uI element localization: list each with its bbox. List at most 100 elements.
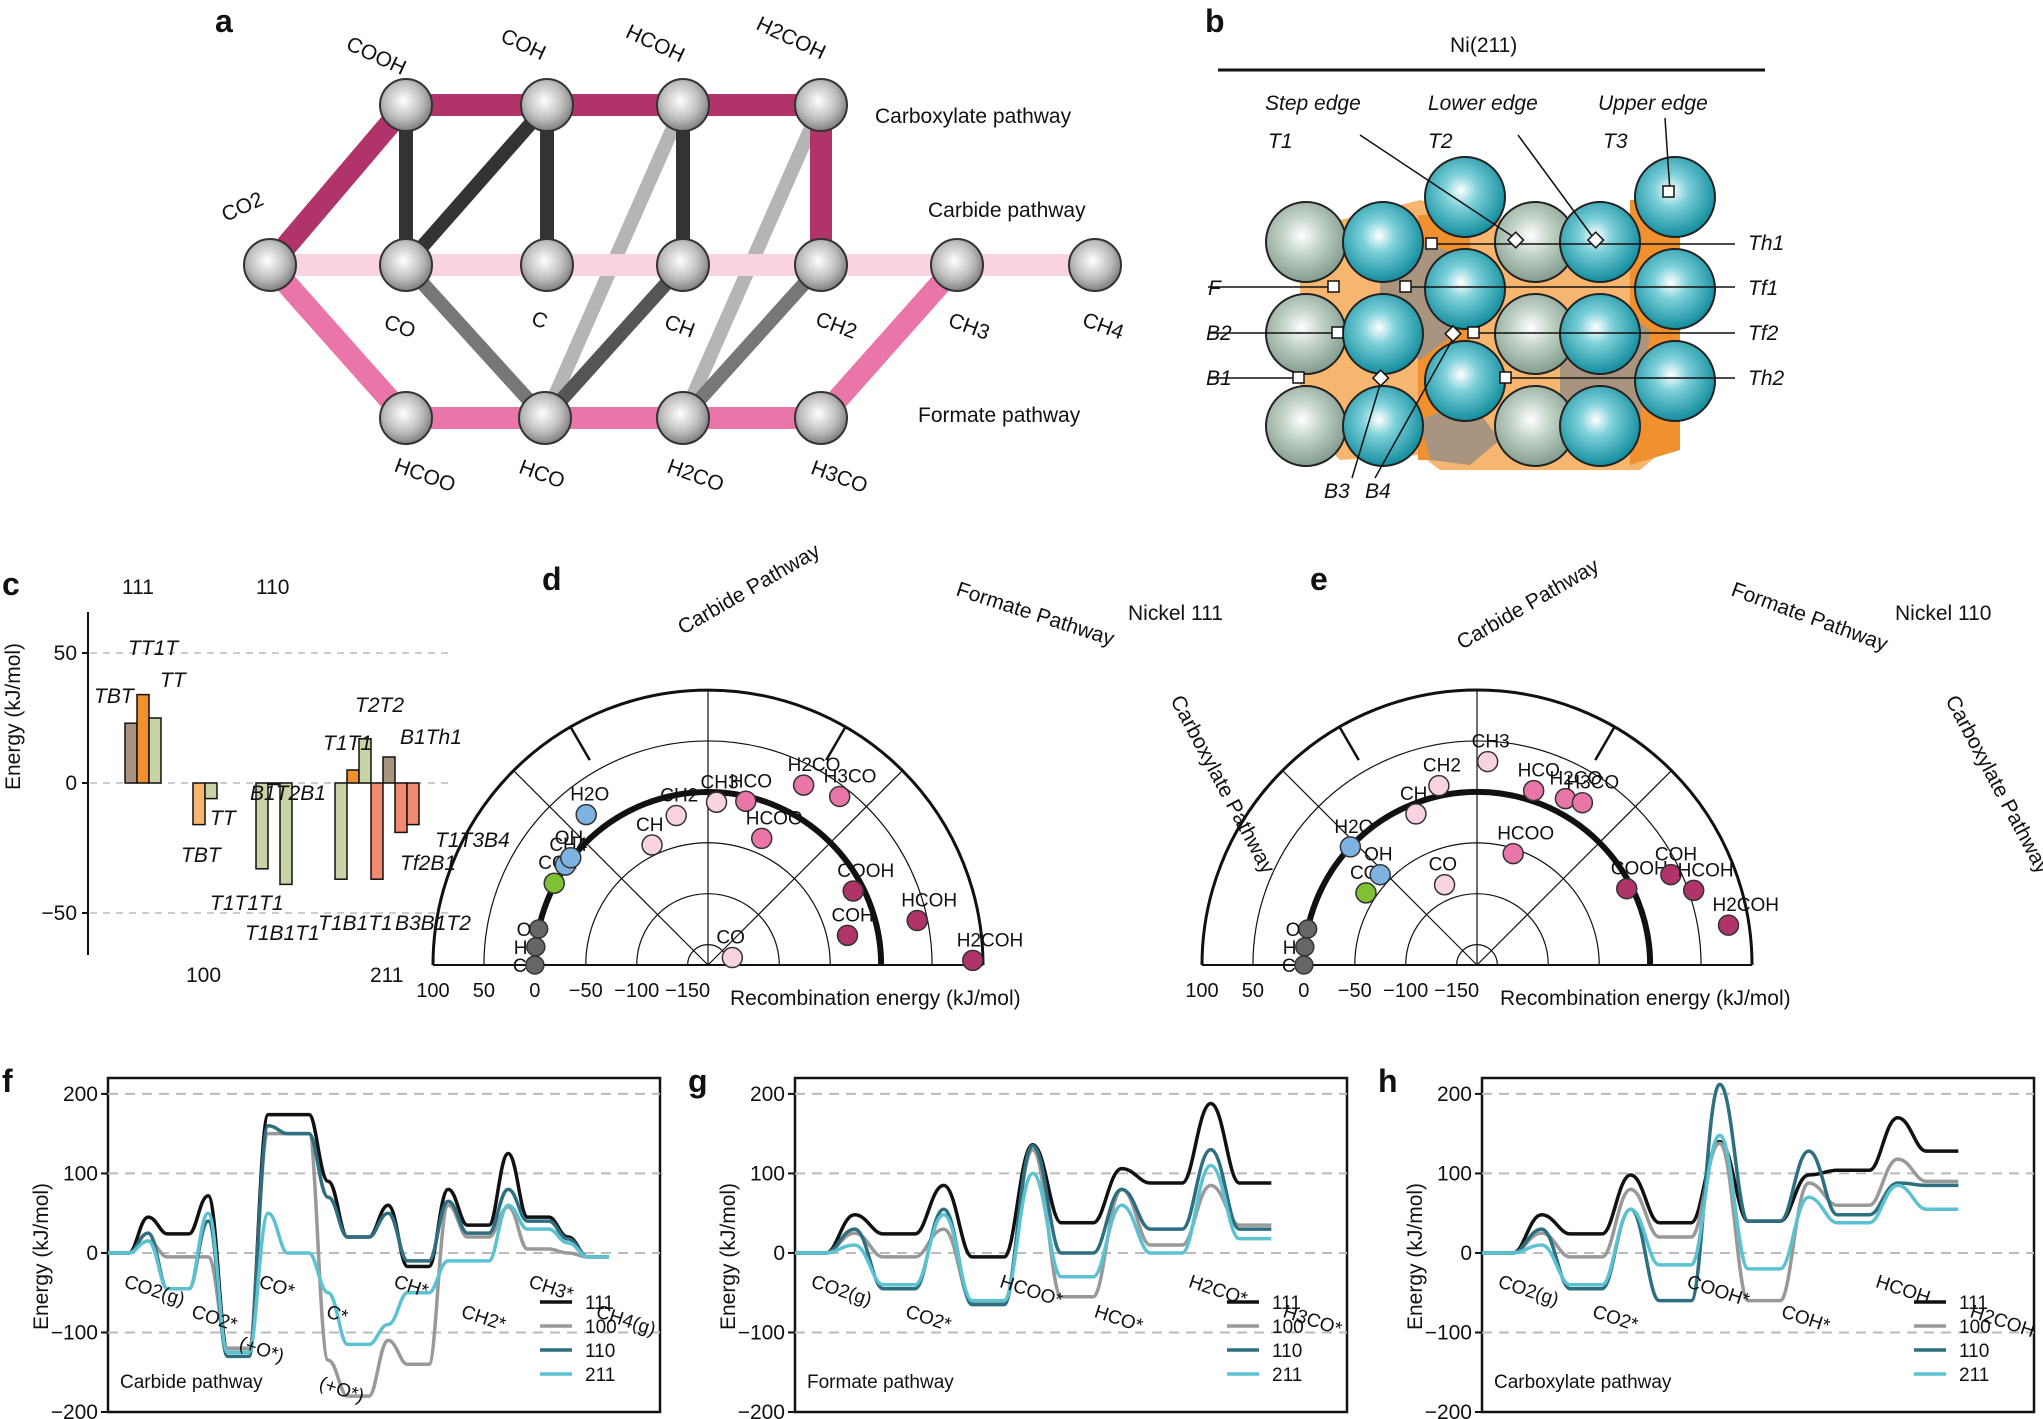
site-b2: B2 [1206,322,1232,345]
facet-label-100: 100 [186,964,221,987]
point-label-ch2: CH2 [660,786,698,807]
profile-series-110 [108,1123,609,1359]
label-ch4: CH4 [1079,308,1127,344]
polar-sector-divider [825,726,847,761]
site-header-step-edge: Step edge [1265,92,1361,115]
bar-211-tf2b1 [394,782,408,834]
bar-label-tt-111: TT [160,669,188,692]
bar-110-t1b1t1 [279,782,293,886]
node-c [520,238,574,292]
profile-tick-label: 100 [750,1162,785,1185]
site-th1: Th1 [1748,232,1784,255]
polar-spoke [513,770,709,966]
panel-e-points: CHOCO2OHH2OCHCH2CH3COHCOOHCOH2COH3COCOOH… [1282,732,1779,977]
polar-tick-label: 0 [1298,980,1309,1002]
bar-111-tt1t [136,693,150,784]
profile-tick-label: −200 [51,1401,98,1419]
profile-series-100 [795,1147,1272,1305]
panel-c-ylabel: Energy (kJ/mol) [2,643,25,790]
site-b1: B1 [1206,367,1232,390]
profile-tick-label: −200 [738,1401,785,1419]
site-t2: T2 [1428,130,1453,153]
polar-tick-label: 0 [529,980,540,1002]
carboxylate-pathway-line [261,94,832,273]
point-c [1294,955,1314,975]
point-hcoh [1682,879,1705,902]
bar-110-t1t1t1 [255,782,269,870]
point-label-h2co: H2CO [1549,769,1602,790]
profile-ylabel: Energy (kJ/mol) [717,1183,740,1330]
panel-d-sector-formate: Formate Pathway [953,578,1117,651]
panel-e-frame: 100 50 0 −50 −100 −150 [1185,688,1754,1002]
bar-label-b1th1: B1Th1 [400,726,462,749]
polar-sector-divider [1338,726,1360,761]
point-label-h3co: H3CO [1566,773,1619,794]
point-label-hcoh: HCOH [901,891,957,912]
point-hcoh [906,909,928,932]
point-label-h2co: H2CO [788,755,841,776]
label-c: C [528,307,550,334]
legend-label-110: 110 [1959,1341,1989,1362]
atom-teal [1559,385,1641,467]
point-ch [641,834,663,856]
profile-series-110 [795,1143,1272,1307]
panel-b-ni211-surface: Ni(211) Step edge Lower edge Upper edge … [1206,34,1785,503]
bar-211-t2t2 [358,738,372,784]
point-h2coh [1717,914,1740,936]
panel-e-xlabel: Recombination energy (kJ/mol) [1500,987,1791,1010]
polar-tick-label: 50 [473,980,495,1002]
label-co: CO [381,311,418,343]
node-h3co [794,391,848,445]
bar-100-tbt [192,782,206,826]
bar-100-tt [204,782,218,800]
facet-label-110: 110 [256,576,289,599]
legend-label-111: 111 [1959,1293,1988,1314]
profile-frame [106,1076,662,1414]
label-hcoo: HCOO [391,454,458,497]
profile-tick-label: −100 [1425,1321,1472,1344]
point-label-ch2: CH2 [1423,756,1461,777]
point-h3co [1571,791,1594,814]
state-label: C* [324,1302,351,1329]
panel-a-reaction-network: CO2 COOH COH HCOH H2COH CO C CH CH2 CH3 … [218,12,1127,498]
link-ch-hco [539,260,689,423]
legend-label-211: 211 [1959,1365,1989,1386]
site-th2: Th2 [1748,367,1785,390]
node-co [379,238,433,292]
site-header-upper-edge: Upper edge [1598,92,1708,115]
atom-teal [1634,248,1716,330]
bar-111-tbt [124,722,138,784]
profile-series-111 [1482,1116,1959,1255]
panel-f-carbide-pathway: 200 100 0 −100 −200 Energy (kJ/mol) 111 100 110 2… [30,1076,662,1419]
node-co2 [243,238,297,292]
point-h2o [1339,836,1362,858]
bar-label-t1b1t1-211: T1B1T1 [318,912,393,935]
profile-series-110 [1482,1082,1959,1303]
state-label: CO2* [903,1302,954,1337]
label-hco: HCO [516,456,568,494]
point-ch3 [1476,750,1499,773]
state-label: CO2(g) [808,1272,874,1311]
panel-label-e: e [1310,561,1328,597]
atom-grey [1265,201,1347,283]
panel-c-bar-chart: Energy (kJ/mol) 50 0 −50 111 110 100 211 T… [2,576,510,987]
polar-tick-label: −100 [614,980,659,1002]
site-tf1: Tf1 [1748,277,1778,300]
polar-tick-label: 50 [1242,980,1264,1002]
point-label-hco: HCO [730,771,772,792]
panel-e-sector-carboxylate: Carboxylate Pathway [1941,692,2043,878]
point-label-h2o: H2O [570,785,609,806]
network-nodes [243,78,1122,445]
panel-d-sector-carbide: Carbide Pathway [674,539,824,639]
polar-tick-label: 100 [1185,980,1218,1002]
profile-tick-label: −100 [51,1321,98,1344]
point-label-c: C [1282,956,1296,977]
point-label-ch3: CH3 [1472,732,1510,753]
profile-tick-label: −200 [1425,1401,1472,1419]
legend-label-111: 111 [1272,1293,1301,1314]
label-h2coh: H2COH [753,12,829,64]
polar-tick-label: −150 [1434,980,1479,1002]
node-ch2 [794,238,848,292]
site-header-lower-edge: Lower edge [1428,92,1538,115]
point-label-o: O [517,920,532,941]
